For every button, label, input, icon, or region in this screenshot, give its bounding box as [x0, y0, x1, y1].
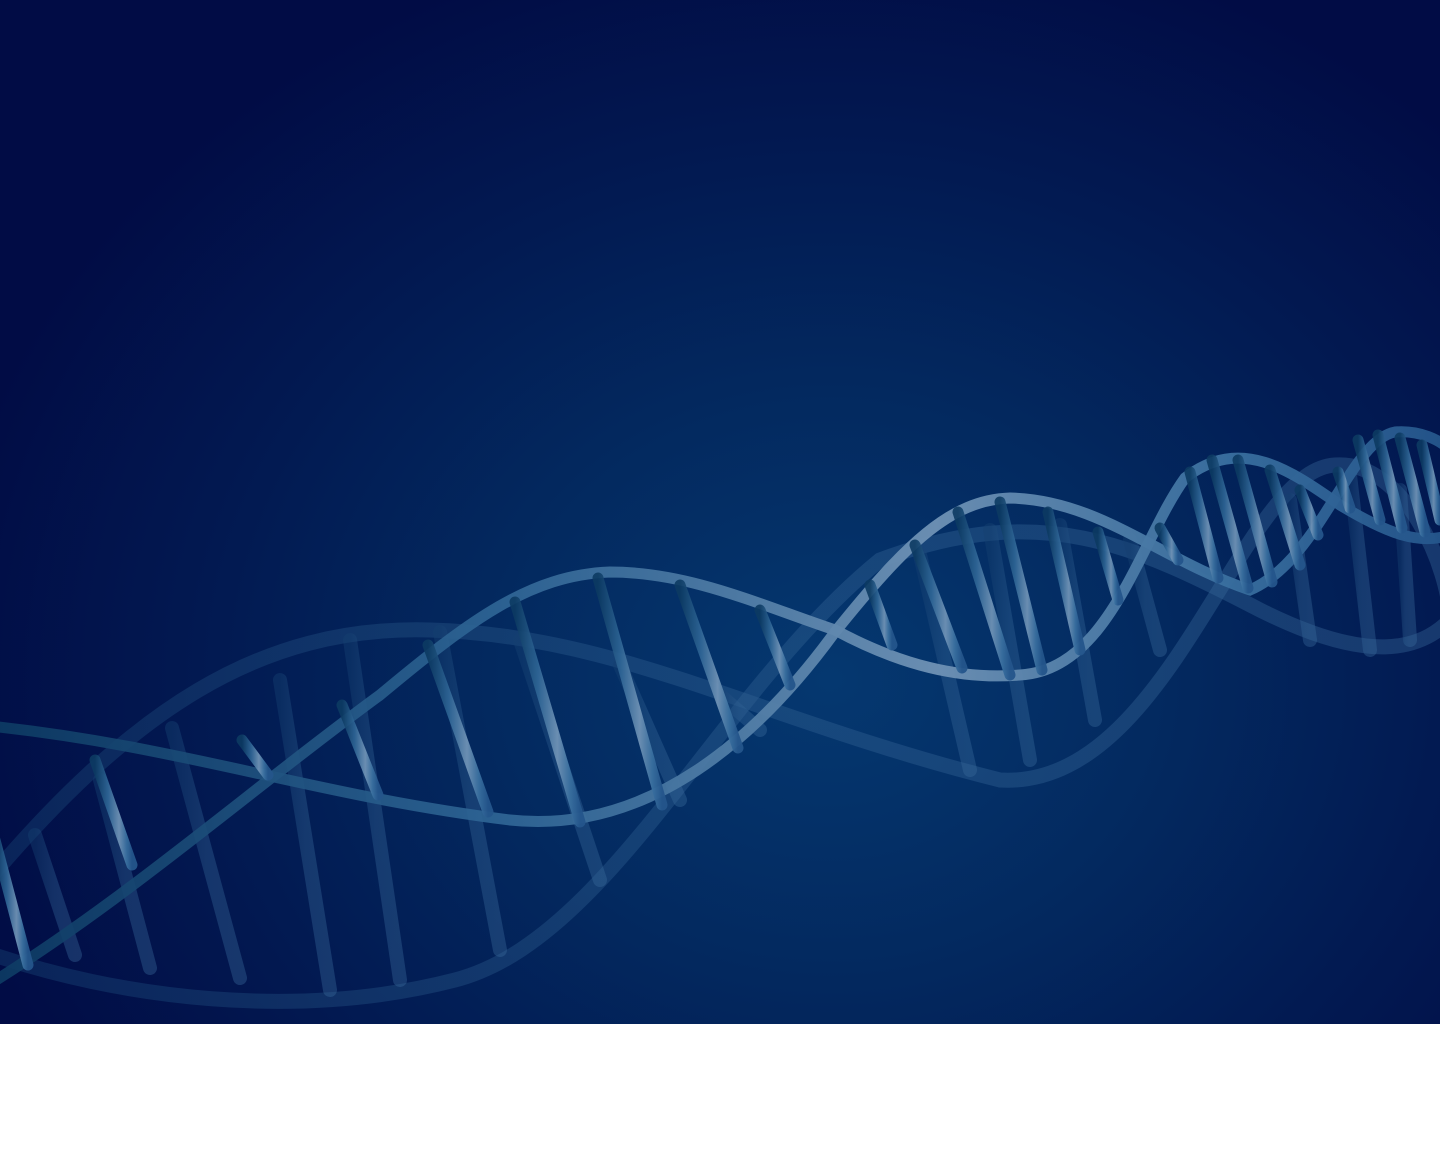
rear-helix	[0, 457, 1440, 1009]
front-helix-rungs	[0, 429, 1440, 971]
rear-helix-strand-b	[0, 524, 1440, 1009]
blank-footer-area	[0, 1024, 1440, 1165]
rear-helix-strand-a	[0, 457, 1440, 878]
dna-helix-illustration	[0, 426, 1440, 1009]
dna-background-banner	[0, 0, 1440, 1024]
front-helix	[0, 426, 1440, 985]
